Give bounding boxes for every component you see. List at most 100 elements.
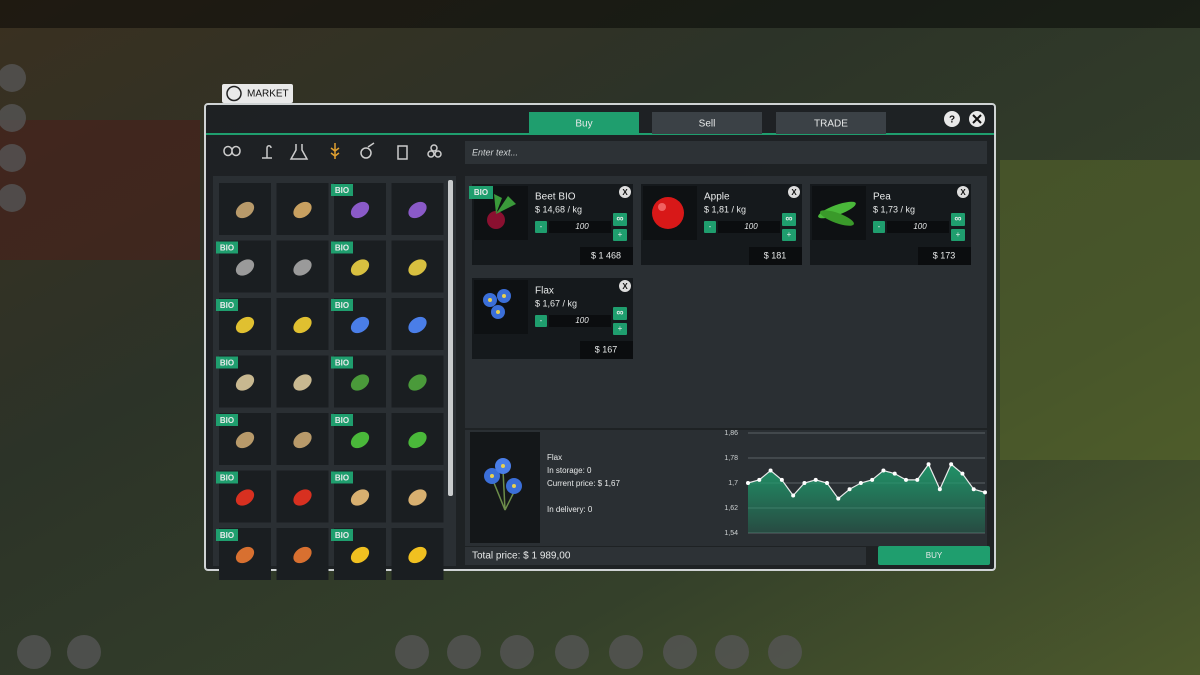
cart-card: Apple$ 1,81 / kg X - 100 ∞ + $ 181 (641, 184, 802, 265)
details-price: Current price: $ 1,67 (547, 479, 620, 488)
side-hud (0, 64, 26, 212)
quantity-box[interactable] (549, 315, 611, 327)
item-grid: BIO BIO BIO BIO BIO BIO BIO BIO BIO BIO BIO BIO BIO (216, 183, 444, 580)
plus-button[interactable] (613, 229, 627, 241)
minus-button[interactable] (873, 221, 885, 233)
price-point (791, 493, 796, 498)
total-box (749, 247, 802, 265)
item-icon (235, 546, 255, 564)
infinite-button[interactable] (613, 307, 627, 320)
infinite-button[interactable] (613, 213, 627, 226)
item-icon (350, 546, 370, 564)
item-icon (408, 489, 427, 506)
item-icon (235, 259, 255, 276)
quantity-box[interactable] (887, 221, 949, 233)
picture (488, 298, 492, 302)
remove-label: X (791, 188, 797, 197)
bio-badge (216, 299, 238, 311)
remove-button[interactable] (788, 186, 800, 198)
scrollbar[interactable] (448, 180, 453, 496)
price-point (813, 477, 818, 482)
tab-trade[interactable] (776, 112, 886, 134)
top-hud (0, 0, 1200, 28)
remove-button[interactable] (957, 186, 969, 198)
y-tick-label: 1,7 (728, 480, 738, 487)
price-point (858, 481, 863, 485)
item-icon (235, 489, 255, 506)
cart-card: BIO Beet BIO$ 14,68 / kg X - 100 ∞ + $ 1 468 (469, 184, 633, 265)
quantity-box[interactable] (549, 221, 611, 233)
price-line (747, 463, 986, 500)
plus-button[interactable] (782, 229, 796, 241)
plus-button[interactable] (951, 229, 965, 241)
minus-button[interactable] (535, 221, 547, 233)
item-icon (350, 201, 370, 219)
item-icon (350, 259, 370, 276)
tab-buy[interactable] (529, 112, 639, 134)
price-point (983, 490, 987, 495)
item-icon (235, 431, 255, 449)
picture (502, 294, 506, 298)
price-point (757, 477, 762, 482)
bio-label: BIO (335, 531, 349, 540)
plus-label: + (787, 230, 792, 239)
remove-label: X (622, 188, 628, 197)
price-area (748, 464, 985, 533)
plus-button[interactable] (613, 323, 627, 335)
bio-label: BIO (220, 474, 234, 483)
quantity-box[interactable] (718, 221, 780, 233)
bio-label: BIO (220, 359, 234, 368)
category-filters[interactable] (223, 142, 442, 160)
search-box[interactable] (465, 141, 987, 164)
price-point (915, 477, 920, 482)
bio-label: BIO (335, 359, 349, 368)
minus-label: - (878, 222, 881, 231)
bio-badge (331, 356, 353, 369)
tab-label: Buy (575, 119, 592, 130)
item-total: $ 181 (764, 250, 787, 260)
price-point (904, 477, 908, 482)
item-total: $ 1 468 (591, 250, 621, 260)
minus-label: - (709, 222, 712, 231)
remove-button[interactable] (619, 186, 631, 198)
plus-label: + (618, 324, 623, 333)
item-icon (408, 201, 427, 219)
details-storage: In storage: 0 (547, 466, 592, 475)
price-point (971, 487, 976, 492)
buy-button[interactable] (878, 546, 990, 565)
bottom-hud (17, 635, 802, 669)
infinite-button[interactable] (951, 213, 965, 226)
minus-button[interactable] (704, 221, 716, 233)
bio-label: BIO (335, 416, 349, 425)
cart-card: Flax$ 1,67 / kg X - 100 ∞ + $ 167 (472, 278, 633, 359)
minus-button[interactable] (535, 315, 547, 327)
infinite-label: ∞ (954, 214, 961, 225)
item-icon (350, 374, 370, 391)
bio-label: BIO (335, 474, 349, 483)
remove-label: X (960, 188, 966, 197)
quantity: 100 (913, 222, 927, 231)
bio-badge (331, 299, 353, 311)
bio-label: BIO (220, 301, 234, 310)
help-button[interactable] (944, 111, 960, 127)
item-icon (293, 316, 312, 334)
item-icon (235, 316, 255, 334)
remove-button[interactable] (619, 280, 631, 292)
bio-label: BIO (335, 301, 349, 310)
quantity: 100 (575, 222, 589, 231)
y-tick-label: 1,62 (724, 505, 738, 512)
infinite-button[interactable] (782, 213, 796, 226)
tab-sell[interactable] (652, 112, 762, 134)
minus-label: - (540, 316, 543, 325)
bio-label: BIO (220, 244, 234, 253)
total-price: Total price: $ 1 989,00 (472, 551, 571, 562)
item-icon (408, 546, 427, 564)
bio-badge (331, 414, 353, 426)
details-image (470, 432, 540, 543)
tab-label: Sell (699, 119, 716, 130)
bio-badge (331, 241, 353, 254)
infinite-label: ∞ (785, 214, 792, 225)
plus-label: + (956, 230, 961, 239)
item-icon (350, 431, 370, 449)
price-point (949, 462, 954, 467)
